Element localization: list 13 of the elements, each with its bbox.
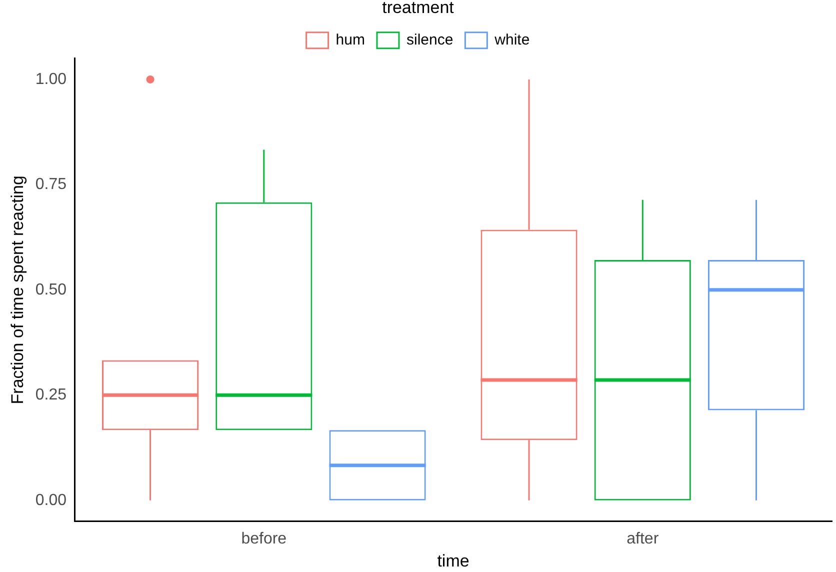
y-tick-label: 0.00: [35, 492, 67, 509]
legend-label: silence: [406, 32, 454, 49]
y-tick-label: 1.00: [35, 70, 67, 88]
y-tick-label: 0.25: [35, 386, 67, 404]
legend-label: white: [494, 32, 530, 49]
legend-label: hum: [336, 32, 365, 49]
x-tick-label: before: [241, 530, 287, 548]
y-tick-label: 0.50: [35, 281, 67, 298]
x-axis-title: time: [437, 551, 470, 570]
x-tick-label: after: [626, 530, 660, 548]
y-tick-label: 0.75: [35, 176, 67, 194]
legend-title: treatment: [382, 0, 454, 18]
y-axis-title: Fraction of time spent reacting: [8, 176, 27, 404]
